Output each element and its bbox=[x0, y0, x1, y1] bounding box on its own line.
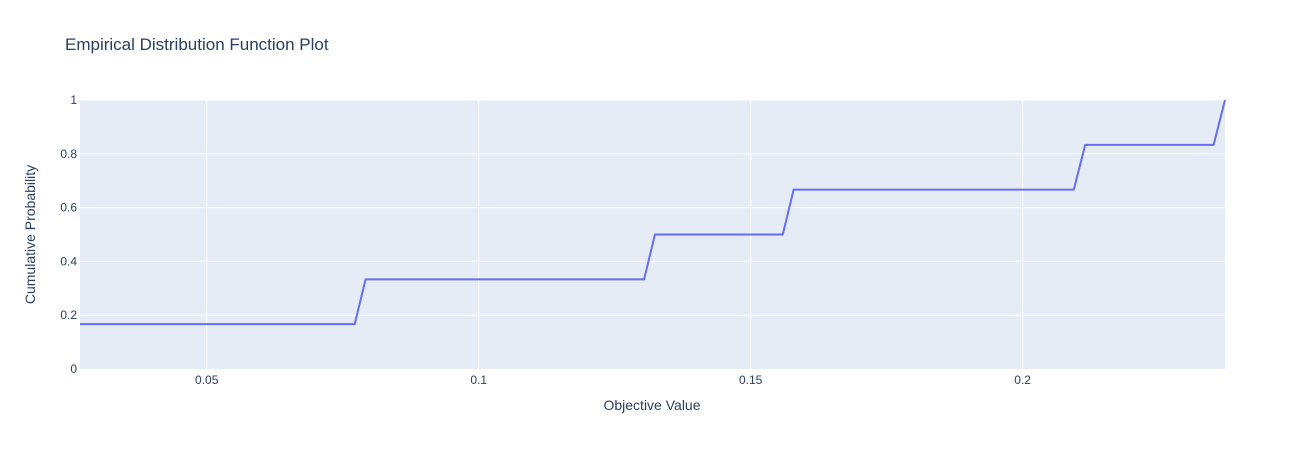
x-tick-label: 0.05 bbox=[195, 373, 219, 387]
x-tick-label: 0.2 bbox=[1014, 373, 1031, 387]
grid-lines bbox=[80, 99, 1225, 369]
y-tick-label: 0.8 bbox=[60, 147, 77, 161]
chart-title: Empirical Distribution Function Plot bbox=[65, 35, 329, 54]
plot-area bbox=[80, 100, 1225, 369]
x-tick-label: 0.1 bbox=[470, 373, 487, 387]
y-tick-label: 0.2 bbox=[60, 308, 77, 322]
y-tick-label: 0.4 bbox=[60, 254, 77, 268]
y-axis-title: Cumulative Probability bbox=[22, 165, 38, 304]
series-layer bbox=[80, 99, 1226, 326]
x-axis-title: Objective Value bbox=[603, 397, 700, 413]
x-tick-label: 0.15 bbox=[739, 373, 763, 387]
ecdf-line bbox=[80, 99, 1226, 326]
tick-labels: 0.05 0.1 0.15 0.2 0 0.2 0.4 0.6 0.8 1 bbox=[60, 93, 1031, 387]
y-tick-label: 0.6 bbox=[60, 201, 77, 215]
y-tick-label: 0 bbox=[70, 362, 77, 376]
y-tick-label: 1 bbox=[70, 93, 77, 107]
